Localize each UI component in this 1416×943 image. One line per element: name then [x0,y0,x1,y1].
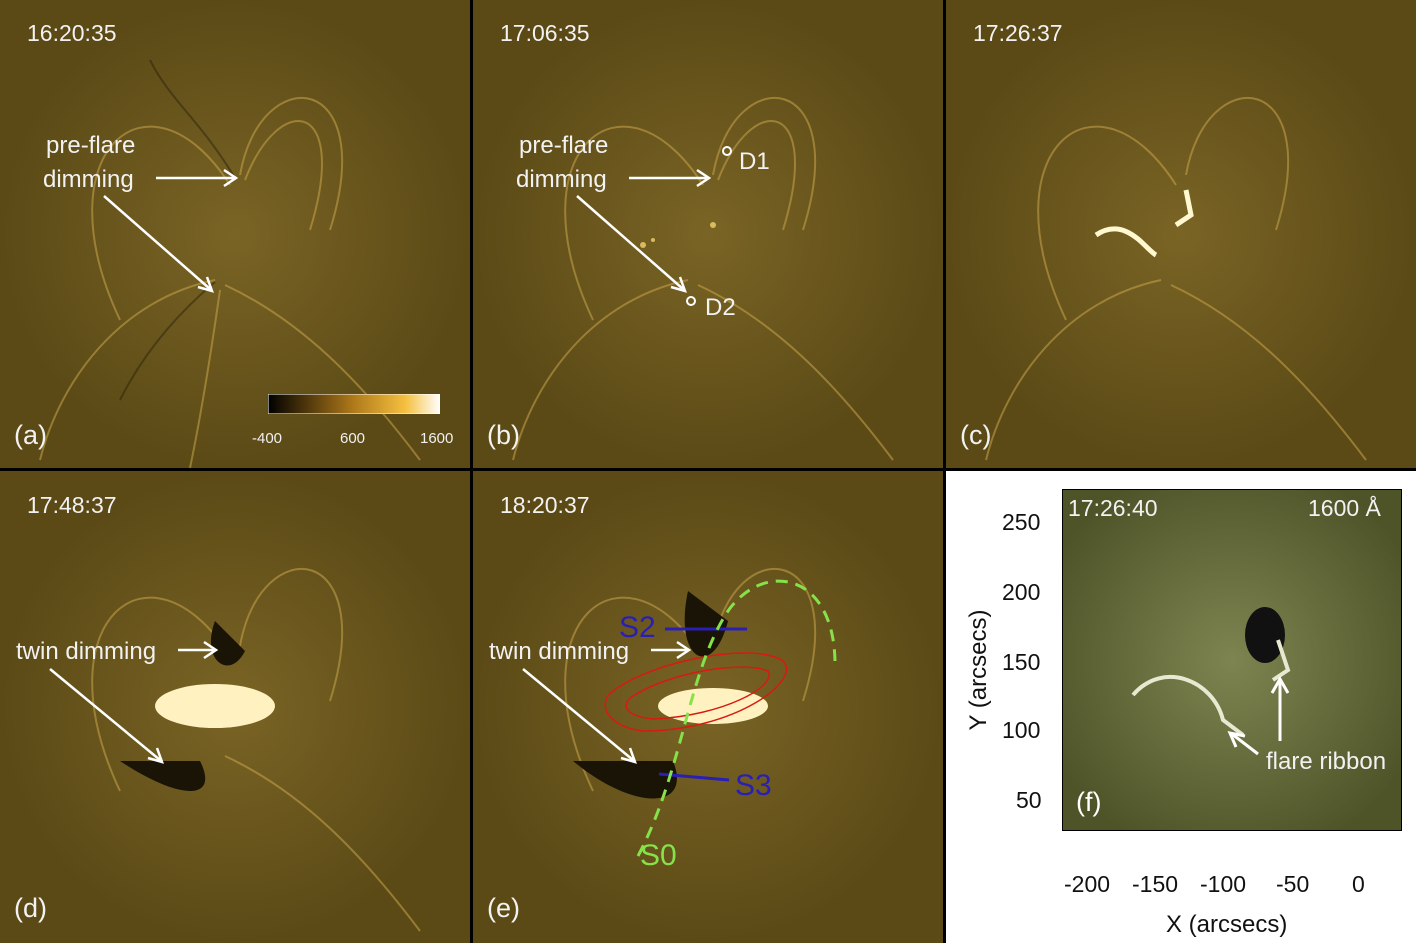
arrows-f [1227,675,1290,756]
panel-d-time: 17:48:37 [27,492,117,518]
slit-s2-label: S2 [619,611,656,644]
x-axis-title: X (arcsecs) [1166,911,1288,938]
euv-loops-image [0,471,470,943]
colorbar-tick: -400 [252,430,283,447]
panel-e-time: 18:20:37 [500,492,590,518]
panel-f-wavelength: 1600 Å [1308,495,1381,521]
annotation-twin-dimming: twin dimming [16,638,157,665]
arrows-b [576,146,732,306]
slit-s0-label: S0 [640,839,677,872]
arrows-d [49,640,219,764]
panel-d-label: (d) [14,893,47,923]
y-axis-title: Y (arcsecs) [965,609,992,731]
panel-a-label: (a) [14,420,47,450]
panel-f-label: (f) [1076,787,1102,817]
annotation-flare-ribbon: flare ribbon [1266,748,1387,775]
panel-c-time: 17:26:37 [973,20,1063,46]
panel-b-label: (b) [487,420,520,450]
panel-b: 17:06:35 pre-flare dimming D1 D2 (b) [473,0,943,468]
panel-e-label: (e) [487,893,520,923]
ytick: 50 [1016,787,1042,813]
xtick: 0 [1352,871,1365,897]
slit-s0 [636,579,837,857]
panel-e: 18:20:37 twin dimming S2 S3 S0 (e) [473,471,943,943]
panel-f: 17:26:40 1600 Å flare ribbon (f) 250 200… [946,471,1416,943]
euv-loops-image [946,0,1416,468]
arrows-e [522,579,837,857]
euv-loops-image [0,0,470,468]
annotation-pre-flare: pre-flare [46,132,136,159]
annotation-dimming: dimming [43,166,134,193]
euv-loops-image [473,471,943,943]
contours [604,652,788,732]
euv-loops-image [473,0,943,468]
panel-a: 16:20:35 pre-flare dimming -400 600 1600… [0,0,470,468]
colorbar-tick: 1600 [420,430,454,447]
panel-c: 17:26:37 (c) [946,0,1416,468]
marker-d2: D2 [705,294,736,321]
marker-d1: D1 [739,148,770,175]
colorbar [268,394,440,414]
panel-b-time: 17:06:35 [500,20,590,46]
arrows-a [103,168,239,293]
panel-a-time: 16:20:35 [27,20,117,46]
ytick: 150 [1002,649,1041,675]
annotation-twin-dimming: twin dimming [489,638,630,665]
ytick: 100 [1002,717,1041,743]
colorbar-tick: 600 [340,430,366,447]
panel-d: 17:48:37 twin dimming (d) [0,471,470,943]
ytick: 200 [1002,579,1041,605]
xtick: -100 [1200,871,1247,897]
panel-c-label: (c) [960,420,992,450]
xtick: -50 [1276,871,1310,897]
panel-f-time: 17:26:40 [1068,495,1158,521]
annotation-dimming: dimming [516,166,607,193]
slit-s3-label: S3 [735,769,772,802]
xtick: -150 [1132,871,1179,897]
uv-1600-image [1062,489,1402,831]
xtick: -200 [1064,871,1111,897]
ytick: 250 [1002,509,1041,535]
annotation-pre-flare: pre-flare [519,132,609,159]
